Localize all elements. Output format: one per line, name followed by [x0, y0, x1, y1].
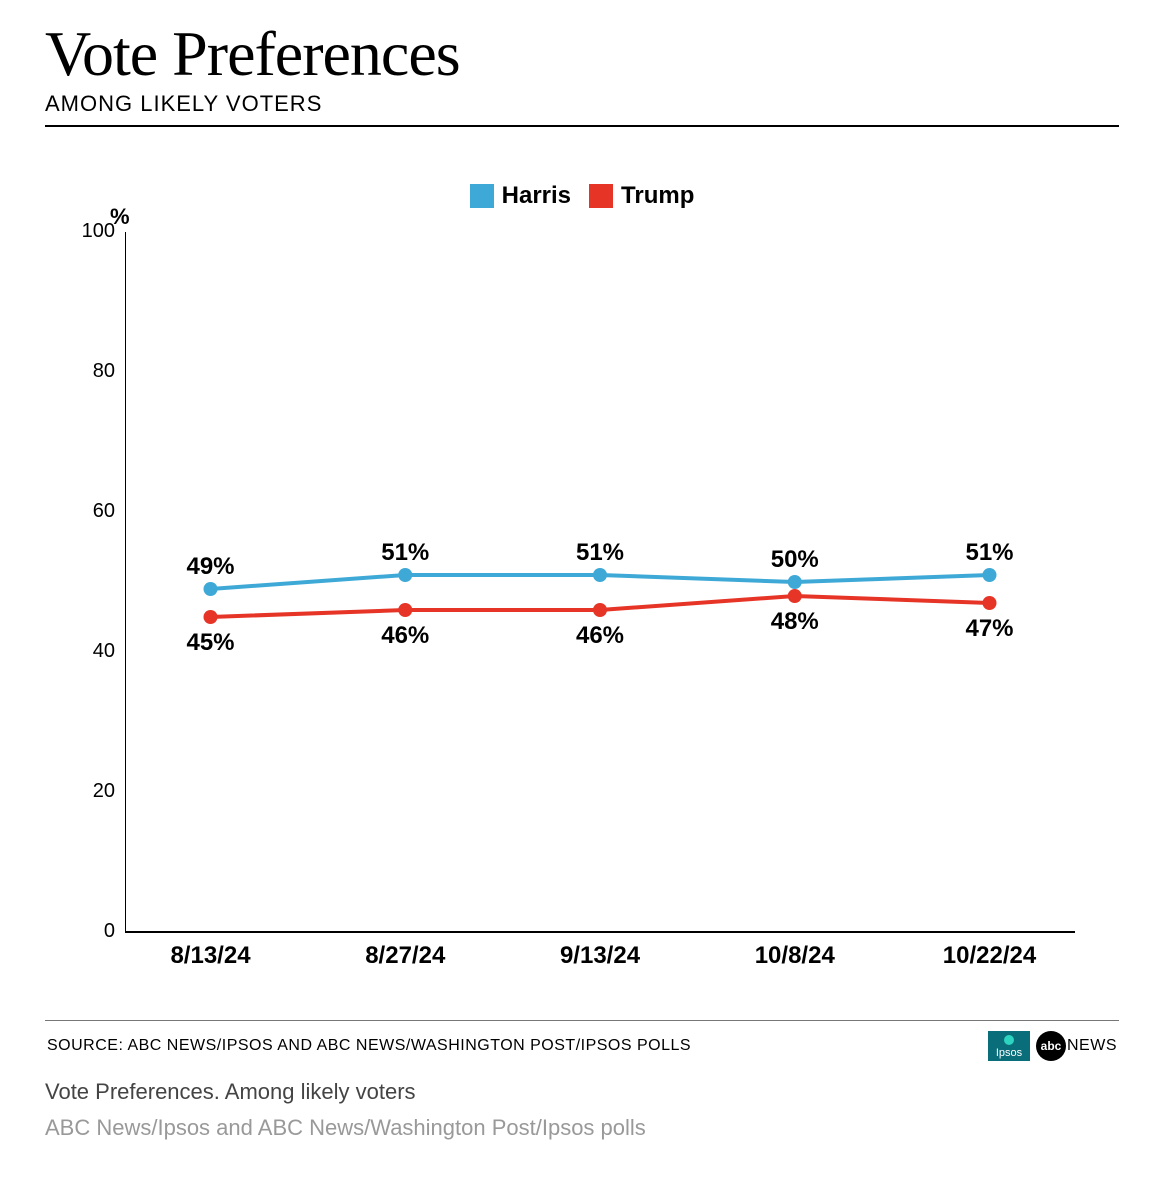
x-axis-label: 10/22/24	[943, 942, 1036, 970]
y-tick-label: 80	[75, 360, 115, 383]
data-label-trump: 46%	[381, 622, 429, 650]
data-label-trump: 46%	[576, 622, 624, 650]
data-label-harris: 49%	[186, 553, 234, 581]
x-axis-label: 8/13/24	[170, 942, 250, 970]
footer-divider	[45, 1020, 1119, 1021]
y-tick-label: 0	[75, 920, 115, 943]
data-label-trump: 47%	[965, 615, 1013, 643]
legend-item-trump: Trump	[589, 182, 694, 210]
chart-legend: Harris Trump	[45, 182, 1119, 210]
source-row: SOURCE: ABC NEWS/IPSOS AND ABC NEWS/WASH…	[45, 1031, 1119, 1061]
y-tick-label: 20	[75, 780, 115, 803]
abc-news-text: NEWS	[1067, 1037, 1117, 1055]
data-label-trump: 48%	[771, 608, 819, 636]
y-tick-label: 40	[75, 640, 115, 663]
page-subtitle: AMONG LIKELY VOTERS	[45, 91, 1119, 117]
x-axis-label: 9/13/24	[560, 942, 640, 970]
source-text: SOURCE: ABC NEWS/IPSOS AND ABC NEWS/WASH…	[47, 1037, 691, 1055]
x-axis-label: 10/8/24	[755, 942, 835, 970]
chart-container: HarrisTrump % 0204060801008/13/248/27/24…	[45, 182, 1119, 1012]
legend-label: Harris	[502, 182, 571, 210]
caption-primary: Vote Preferences. Among likely voters	[45, 1079, 1119, 1105]
footer-logos: Ipsos abc NEWS	[988, 1031, 1117, 1061]
chart-plot	[125, 222, 1085, 962]
data-label-harris: 51%	[576, 539, 624, 567]
y-tick-label: 100	[75, 220, 115, 243]
x-axis-label: 8/27/24	[365, 942, 445, 970]
legend-swatch-icon	[589, 184, 613, 208]
ipsos-logo-icon: Ipsos	[988, 1031, 1030, 1061]
caption-secondary: ABC News/Ipsos and ABC News/Washington P…	[45, 1115, 1119, 1141]
data-label-harris: 51%	[381, 539, 429, 567]
abc-circle-icon: abc	[1036, 1031, 1066, 1061]
data-label-harris: 51%	[965, 539, 1013, 567]
legend-label: Trump	[621, 182, 694, 210]
title-divider	[45, 125, 1119, 127]
data-label-harris: 50%	[771, 546, 819, 574]
abc-news-logo-icon: abc NEWS	[1036, 1031, 1117, 1061]
page-title: Vote Preferences	[45, 20, 1119, 87]
data-label-trump: 45%	[186, 629, 234, 657]
y-tick-label: 60	[75, 500, 115, 523]
legend-item-harris: Harris	[470, 182, 571, 210]
legend-swatch-icon	[470, 184, 494, 208]
